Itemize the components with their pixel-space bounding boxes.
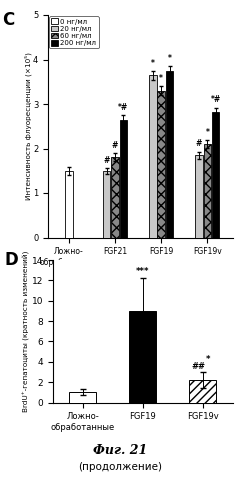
Text: #: # [196, 140, 202, 148]
Text: #: # [103, 156, 110, 164]
Bar [189, 380, 216, 402]
Legend: 0 нг/мл, 20 нг/мл, 60 нг/мл, 200 нг/мл: 0 нг/мл, 20 нг/мл, 60 нг/мл, 200 нг/мл [49, 16, 99, 48]
Bar [212, 112, 219, 238]
Text: *#: *# [210, 96, 221, 104]
Bar [65, 171, 72, 237]
Text: D: D [4, 252, 18, 270]
Text: ##: ## [191, 362, 205, 371]
Text: *: * [168, 54, 171, 63]
Text: ***: *** [136, 268, 150, 276]
Bar [111, 158, 119, 238]
Bar [129, 311, 156, 402]
Text: C: C [2, 10, 14, 29]
Text: Фиг. 21: Фиг. 21 [93, 444, 147, 458]
Text: *: * [159, 74, 163, 83]
Bar [157, 90, 165, 238]
Bar [149, 75, 157, 237]
Text: *#: *# [118, 103, 128, 112]
Bar [195, 155, 203, 238]
Bar [204, 144, 211, 238]
Text: (продолжение): (продолжение) [78, 462, 162, 472]
Y-axis label: BrdU⁺-гепатоциты (кратность изменений): BrdU⁺-гепатоциты (кратность изменений) [23, 250, 30, 412]
Bar [120, 120, 127, 238]
Text: *: * [205, 355, 210, 364]
Bar [69, 392, 96, 402]
Text: #: # [112, 142, 118, 150]
Bar [103, 171, 110, 237]
Y-axis label: Интенсивность флуоресценции (×10⁵): Интенсивность флуоресценции (×10⁵) [24, 52, 31, 200]
Text: *: * [205, 128, 209, 138]
Text: *: * [151, 58, 155, 68]
Bar [166, 70, 173, 237]
